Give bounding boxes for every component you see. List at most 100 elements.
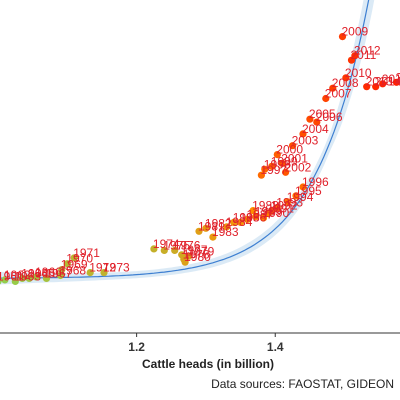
labels-layer: 1961196219631964196519661967196819691970… xyxy=(0,25,400,284)
point-label-2009: 2009 xyxy=(342,25,369,39)
point-2008 xyxy=(329,84,337,92)
point-1971 xyxy=(70,254,78,262)
point-1965 xyxy=(25,274,33,282)
point-label-2004: 2004 xyxy=(302,122,329,136)
point-2015 xyxy=(379,80,387,88)
point-1990 xyxy=(259,214,268,222)
point-1984 xyxy=(223,223,231,231)
point-label-1981: 1981 xyxy=(198,219,225,233)
point-1986 xyxy=(237,218,245,226)
x-ticks: 1.2 1.4 xyxy=(128,333,284,354)
data-source: Data sources: FAOSTAT, GIDEON xyxy=(211,377,394,391)
point-label-2007: 2007 xyxy=(325,87,352,101)
point-label-1962: 1962 xyxy=(4,268,31,282)
point-label-1970: 1970 xyxy=(66,252,93,266)
point-label-1969: 1969 xyxy=(61,258,88,272)
point-label-1977: 1977 xyxy=(181,243,208,257)
point-1999 xyxy=(268,162,276,170)
x-tick-label-1.2: 1.2 xyxy=(128,340,145,354)
point-label-2000: 2000 xyxy=(276,143,303,157)
point-label-1988: 1988 xyxy=(252,199,279,213)
point-1998 xyxy=(261,165,269,173)
point-label-1979: 1979 xyxy=(188,244,215,258)
point-label-1964: 1964 xyxy=(21,266,48,280)
point-label-1963: 1963 xyxy=(14,269,41,283)
point-label-1992: 1992 xyxy=(271,199,298,213)
point-label-1996: 1996 xyxy=(302,175,329,189)
point-1963 xyxy=(11,277,19,285)
point-label-2008: 2008 xyxy=(332,76,359,90)
point-1961 xyxy=(0,278,2,285)
point-2014 xyxy=(372,83,380,91)
point-label-1961: 1961 xyxy=(0,269,24,283)
point-1964 xyxy=(18,274,26,282)
point-1975 xyxy=(160,246,168,254)
point-1973 xyxy=(100,269,108,277)
point-2001 xyxy=(278,159,286,167)
point-label-1976: 1976 xyxy=(174,238,201,252)
point-label-2006: 2006 xyxy=(316,110,343,124)
point-label-1998: 1998 xyxy=(264,157,291,171)
point-label-1966: 1966 xyxy=(35,265,62,279)
point-2003 xyxy=(289,142,297,150)
point-label-1985: 1985 xyxy=(233,210,260,224)
point-label-1989: 1989 xyxy=(255,205,282,219)
point-label-1968: 1968 xyxy=(59,264,86,278)
point-2010 xyxy=(342,74,350,82)
point-label-2014: 2014 xyxy=(375,75,400,89)
point-1993 xyxy=(273,204,281,212)
point-2013 xyxy=(363,83,371,91)
point-label-1994: 1994 xyxy=(287,190,314,204)
point-label-1987: 1987 xyxy=(247,207,274,221)
point-1996 xyxy=(299,183,307,191)
points-layer xyxy=(0,33,400,285)
point-1966 xyxy=(32,273,40,281)
point-label-2005: 2005 xyxy=(309,107,336,121)
point-label-1982: 1982 xyxy=(205,216,232,230)
point-label-1967: 1967 xyxy=(46,266,73,280)
point-label-1990: 1990 xyxy=(263,206,290,220)
point-label-1991: 1991 xyxy=(267,202,294,216)
trend-line xyxy=(0,0,370,279)
point-label-2011: 2011 xyxy=(351,48,377,62)
point-label-2003: 2003 xyxy=(292,134,319,148)
point-1969 xyxy=(58,266,66,274)
point-label-1971: 1971 xyxy=(73,246,100,260)
point-label-2012: 2012 xyxy=(354,44,381,58)
point-label-1980: 1980 xyxy=(184,250,211,264)
point-label-1997: 1997 xyxy=(260,163,287,177)
point-1980 xyxy=(181,258,189,266)
point-2002 xyxy=(282,168,290,176)
point-1982 xyxy=(202,224,210,232)
point-1972 xyxy=(86,269,94,277)
point-2012 xyxy=(351,52,359,60)
point-1979 xyxy=(185,252,193,260)
point-2000 xyxy=(273,151,281,159)
point-1967 xyxy=(42,274,51,282)
point-label-2016: 2016 xyxy=(396,70,400,84)
point-label-2013: 2013 xyxy=(366,75,393,89)
point-label-1983: 1983 xyxy=(212,225,239,239)
point-2005 xyxy=(306,115,314,123)
point-label-1993: 1993 xyxy=(276,196,303,210)
point-label-1965: 1965 xyxy=(28,266,55,280)
point-1997 xyxy=(257,171,265,179)
point-label-1975: 1975 xyxy=(163,238,190,252)
point-2016 xyxy=(392,78,400,86)
point-label-1973: 1973 xyxy=(103,261,130,275)
point-1968 xyxy=(56,271,64,280)
point-label-2002: 2002 xyxy=(285,160,312,174)
point-label-2015: 2015 xyxy=(382,72,400,86)
point-1992 xyxy=(268,207,276,215)
point-2004 xyxy=(299,130,307,138)
point-1988 xyxy=(249,207,257,215)
point-1995 xyxy=(292,192,300,200)
point-label-1986: 1986 xyxy=(240,210,267,224)
point-label-1972: 1972 xyxy=(89,261,116,275)
point-1983 xyxy=(209,233,217,241)
point-1976 xyxy=(171,246,179,254)
x-tick-label-1.4: 1.4 xyxy=(267,340,284,354)
point-1994 xyxy=(284,198,292,206)
point-1989 xyxy=(252,212,260,221)
